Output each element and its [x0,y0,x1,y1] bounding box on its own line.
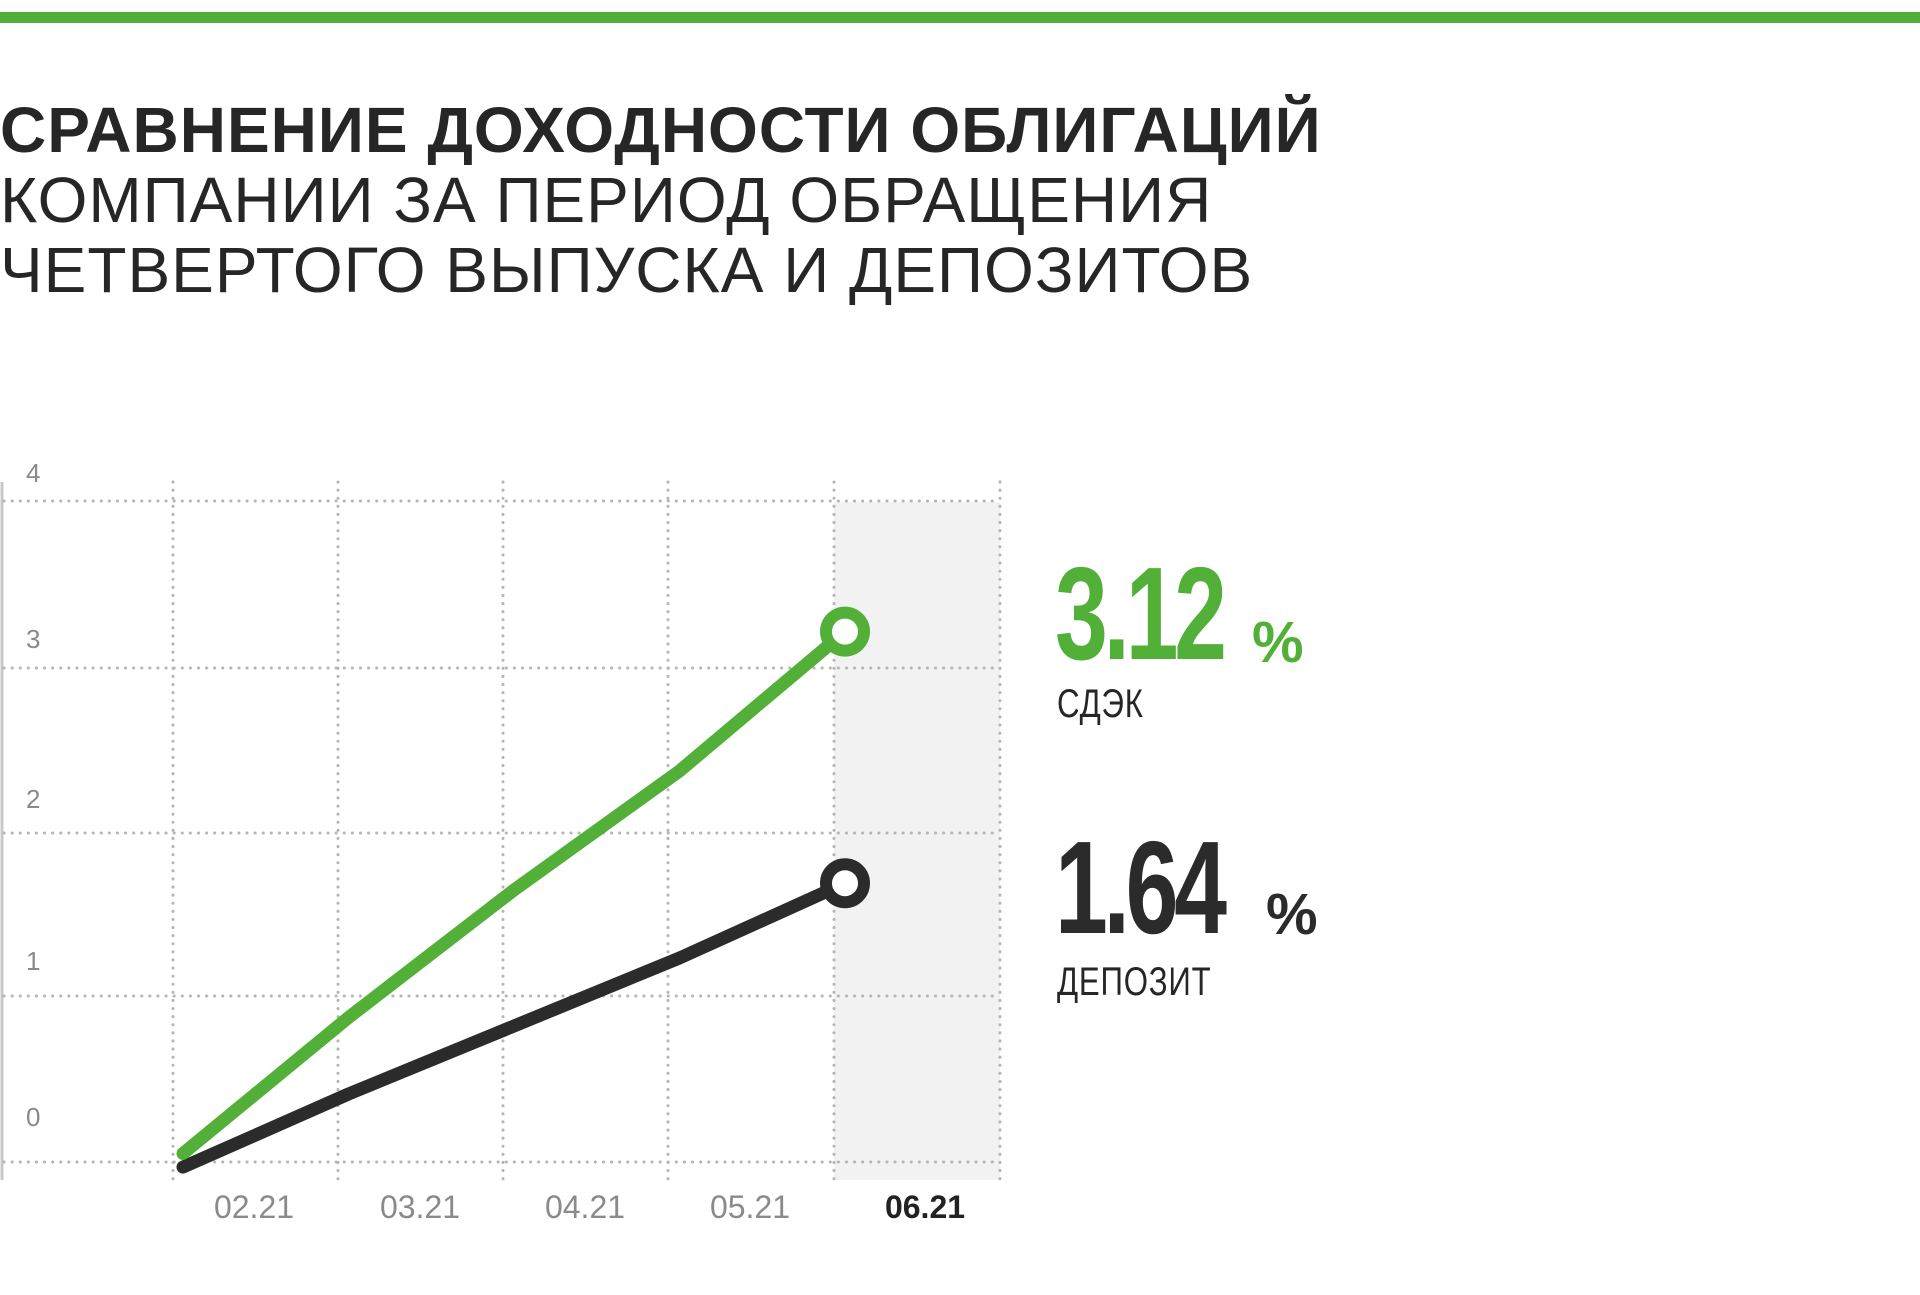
x-tick-label: 02.21 [214,1189,294,1225]
x-tick-label: 05.21 [710,1189,790,1225]
readout-deposit: 1.64 % ДЕПОЗИТ [1055,814,1318,1003]
cdek-percent-sign: % [1252,610,1304,675]
x-tick-label: 03.21 [380,1189,460,1225]
y-tick-label: 1 [26,946,40,976]
deposit-label: ДЕПОЗИТ [1057,960,1212,1004]
y-tick-label: 4 [26,458,40,488]
readout-cdek: 3.12 % СДЭК [1055,540,1304,725]
cdek-label: СДЭК [1057,682,1144,726]
series-line [176,625,852,1160]
x-tick-label: 06.21 [885,1189,965,1225]
series-end-marker [820,606,870,657]
title-line-3: ЧЕТВЕРТОГО ВЫПУСКА И ДЕПОЗИТОВ [0,234,1254,306]
cdek-value: 3.12 [1055,540,1227,687]
deposit-percent-sign: % [1266,882,1318,947]
highlight-column [834,502,1000,1180]
series-line [176,876,852,1174]
chart-title: СРАВНЕНИЕ ДОХОДНОСТИ ОБЛИГАЦИЙ КОМПАНИИ … [0,95,1500,305]
y-tick-label: 0 [26,1102,40,1132]
top-accent-bar [0,12,1920,23]
series-end-marker [820,858,870,909]
title-line-2: КОМПАНИИ ЗА ПЕРИОД ОБРАЩЕНИЯ [0,164,1213,236]
y-tick-label: 3 [26,624,40,654]
x-tick-label: 04.21 [545,1189,625,1225]
y-tick-label: 2 [26,784,40,814]
title-line-1: СРАВНЕНИЕ ДОХОДНОСТИ ОБЛИГАЦИЙ [0,94,1322,166]
deposit-value: 1.64 [1055,814,1227,961]
